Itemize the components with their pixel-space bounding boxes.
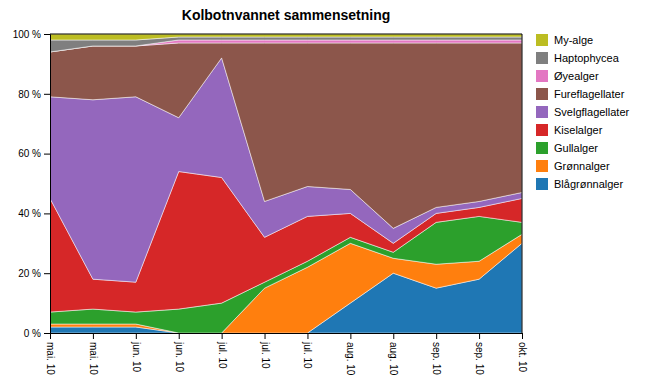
x-tick-label: okt. 10	[517, 342, 528, 372]
frame-line	[50, 34, 522, 35]
x-tick: okt. 10	[517, 333, 528, 372]
y-tick-label: 60 %	[18, 148, 41, 159]
x-tick-mark	[350, 333, 351, 339]
legend-label: Øyealger	[554, 70, 599, 82]
y-tick: 20 %	[18, 268, 50, 279]
x-tick-mark	[179, 333, 180, 339]
legend-swatch	[536, 142, 548, 154]
legend-item: Svelgflagellater	[536, 106, 630, 118]
y-tick-label: 100 %	[13, 29, 41, 40]
x-tick-label: aug. 10	[388, 342, 399, 376]
y-tick-mark	[44, 333, 50, 334]
x-tick-label: jun. 10	[174, 341, 185, 372]
frame-line	[522, 34, 523, 333]
y-tick: 0 %	[24, 328, 50, 339]
x-tick-label: jul. 10	[217, 341, 228, 369]
x-tick-label: jul. 10	[260, 341, 271, 369]
legend-label: Haptophycea	[554, 52, 620, 64]
chart-title: Kolbotnvannet sammensetning	[182, 7, 390, 23]
legend-swatch	[536, 178, 548, 190]
x-tick: jun. 10	[174, 333, 185, 372]
y-tick: 80 %	[18, 89, 50, 100]
x-tick-mark	[136, 333, 137, 339]
plot-area: 0 % 20 % 40 % 60 % 80 % 100 % mai. 10 mai. 10 ju…	[13, 29, 528, 376]
areas	[50, 34, 522, 333]
axis-line	[44, 35, 51, 334]
legend-label: Gullalger	[554, 142, 598, 154]
x-tick-label: jul. 10	[302, 341, 313, 369]
legend: My-alge Haptophycea Øyealger Fureflagellate…	[536, 34, 630, 190]
x-tick: aug. 10	[388, 333, 399, 376]
y-axis: 0 % 20 % 40 % 60 % 80 % 100 %	[13, 29, 51, 339]
legend-swatch	[536, 124, 548, 136]
x-tick: aug. 10	[345, 333, 356, 376]
x-tick: jun. 10	[131, 333, 142, 372]
x-tick-mark	[265, 333, 266, 339]
legend-swatch	[536, 34, 548, 46]
x-tick-mark	[393, 333, 394, 339]
y-tick: 60 %	[18, 148, 50, 159]
y-tick-mark	[44, 94, 50, 95]
axis-line	[51, 334, 523, 340]
legend-label: Svelgflagellater	[554, 106, 630, 118]
legend-swatch	[536, 160, 548, 172]
legend-item: Kiselalger	[536, 124, 603, 136]
x-tick-label: mai. 10	[88, 342, 99, 375]
x-tick: sep. 10	[474, 333, 485, 375]
y-tick-mark	[44, 273, 50, 274]
x-tick: mai. 10	[45, 333, 56, 375]
x-tick-mark	[307, 333, 308, 339]
x-tick-mark	[93, 333, 94, 339]
x-axis: mai. 10 mai. 10 jun. 10 jun. 10 jul. 10 jul. …	[45, 333, 528, 376]
x-tick: jul. 10	[302, 333, 313, 369]
legend-item: Øyealger	[536, 70, 599, 82]
chart-svg: Kolbotnvannet sammensetning 0 % 20 % 40 % 60…	[0, 0, 662, 389]
legend-label: Kiselalger	[554, 124, 603, 136]
x-tick-mark	[50, 333, 51, 339]
legend-swatch	[536, 106, 548, 118]
x-tick-label: sep. 10	[431, 342, 442, 375]
y-tick-label: 0 %	[24, 328, 41, 339]
x-tick-label: sep. 10	[474, 342, 485, 375]
x-tick: sep. 10	[431, 333, 442, 375]
y-tick: 100 %	[13, 29, 50, 40]
y-tick-label: 80 %	[18, 89, 41, 100]
legend-item: Blågrønnalger	[536, 178, 623, 190]
x-tick-mark	[222, 333, 223, 339]
legend-item: My-alge	[536, 34, 593, 46]
legend-item: Haptophycea	[536, 52, 620, 64]
legend-item: Gullalger	[536, 142, 598, 154]
legend-label: My-alge	[554, 34, 593, 46]
y-tick-label: 40 %	[18, 208, 41, 219]
y-tick-mark	[44, 213, 50, 214]
legend-item: Grønnalger	[536, 160, 610, 172]
area	[50, 34, 522, 40]
legend-label: Blågrønnalger	[554, 178, 623, 190]
x-tick-mark	[522, 333, 523, 339]
x-tick-mark	[479, 333, 480, 339]
legend-swatch	[536, 52, 548, 64]
legend-label: Fureflagellater	[554, 88, 625, 100]
x-tick: jul. 10	[217, 333, 228, 369]
legend-item: Fureflagellater	[536, 88, 625, 100]
y-tick: 40 %	[18, 208, 50, 219]
area	[50, 43, 522, 228]
y-tick-mark	[44, 154, 50, 155]
y-tick-mark	[44, 34, 50, 35]
legend-label: Grønnalger	[554, 160, 610, 172]
legend-swatch	[536, 88, 548, 100]
x-tick-label: aug. 10	[345, 342, 356, 376]
x-tick-label: mai. 10	[45, 342, 56, 375]
y-tick-label: 20 %	[18, 268, 41, 279]
legend-swatch	[536, 70, 548, 82]
x-tick-label: jun. 10	[131, 341, 142, 372]
x-tick-mark	[436, 333, 437, 339]
x-tick: mai. 10	[88, 333, 99, 375]
x-tick: jul. 10	[260, 333, 271, 369]
